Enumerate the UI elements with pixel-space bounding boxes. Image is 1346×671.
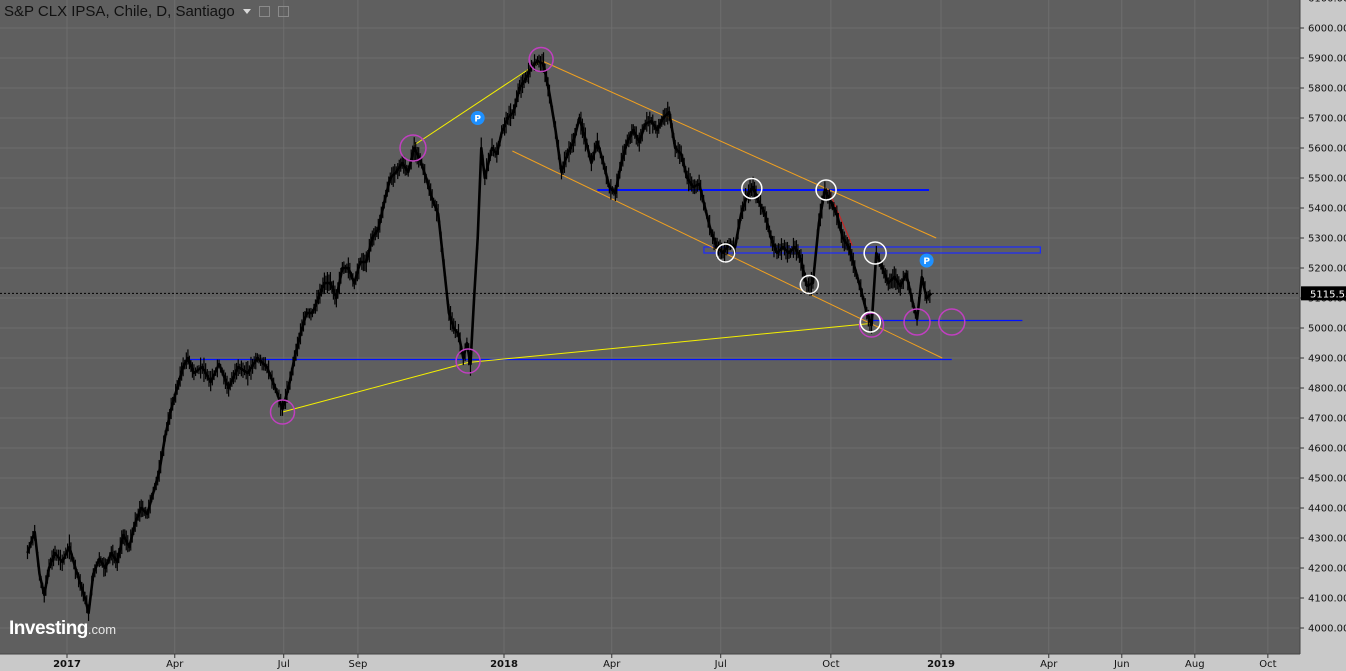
swing-circle <box>815 179 837 201</box>
symbol-title[interactable]: S&P CLX IPSA, Chile, D, Santiago <box>4 3 235 20</box>
pivot-circle <box>399 134 427 162</box>
x-tick-label: Apr <box>1040 659 1058 670</box>
p-marker-icon-glyph: P <box>923 257 930 267</box>
close-square-icon[interactable] <box>277 6 289 17</box>
investing-logo: Investing.com <box>9 618 116 640</box>
y-tick-label: 5800.00 <box>1308 84 1346 95</box>
x-tick-label: 2018 <box>490 659 518 670</box>
y-axis-panel[interactable] <box>1300 0 1346 654</box>
p-marker-icon <box>919 253 934 268</box>
x-tick-label: Jul <box>277 659 290 670</box>
last-price-box <box>1301 286 1346 301</box>
y-tick-label: 5500.00 <box>1308 174 1346 185</box>
x-tick-label: Oct <box>1259 659 1276 670</box>
y-tick-label: 4400.00 <box>1308 504 1346 515</box>
swing-circle <box>859 311 882 333</box>
chevron-down-icon[interactable] <box>242 9 251 14</box>
swing-circle <box>715 243 736 263</box>
drawings-overlay: PP <box>269 46 966 425</box>
channel-upper-line <box>542 60 937 239</box>
p-marker-icon <box>470 111 485 125</box>
p-marker-icon-glyph: P <box>474 115 481 125</box>
pivot-circle <box>938 308 966 336</box>
price-series <box>26 52 933 622</box>
y-tick-label: 4800.00 <box>1308 384 1346 395</box>
x-tick-label: Jun <box>1113 659 1130 670</box>
y-tick-label: 5700.00 <box>1308 114 1346 125</box>
y-axis-ticks: 4000.00 4100.00 4200.00 4300.00 4400.00 4500.… <box>1300 0 1346 635</box>
trend-line-high <box>413 60 542 146</box>
y-tick-label: 6100.00 <box>1308 0 1346 5</box>
x-tick-label: 2019 <box>927 659 955 670</box>
x-tick-label: Oct <box>822 659 839 670</box>
y-tick-label: 5300.00 <box>1308 234 1346 245</box>
y-tick-label: 5000.00 <box>1308 324 1346 335</box>
swing-circle <box>863 241 887 265</box>
x-tick-label: Sep <box>349 659 368 670</box>
x-axis-panel[interactable] <box>0 654 1346 671</box>
y-tick-label: 5600.00 <box>1308 144 1346 155</box>
trend-line-low-1 <box>282 362 469 413</box>
logo-brand: Investing <box>9 618 88 639</box>
y-tick-label: 4700.00 <box>1308 414 1346 425</box>
y-tick-label: 4200.00 <box>1308 564 1346 575</box>
chart-title-bar[interactable]: S&P CLX IPSA, Chile, D, Santiago <box>4 3 289 20</box>
y-tick-label: 4100.00 <box>1308 594 1346 605</box>
last-price-tag: 5115.53 <box>1301 286 1346 301</box>
drawings <box>0 60 1300 413</box>
pivot-circle <box>903 308 931 336</box>
logo-suffix: .com <box>87 622 117 637</box>
x-axis-ticks: 2017 Apr Jul Sep 2018 Apr Jul Oct 2019 Apr Jun Aug O… <box>53 654 1277 670</box>
swing-circle <box>741 177 763 200</box>
y-tick-label: 5900.00 <box>1308 54 1346 65</box>
pivot-circle <box>858 312 885 338</box>
y-tick-label: 4900.00 <box>1308 354 1346 365</box>
pivot-circle <box>269 399 296 425</box>
x-tick-label: Apr <box>166 659 184 670</box>
x-tick-label: Apr <box>603 659 621 670</box>
resistance-zone-5260 <box>703 246 1041 254</box>
swing-circle <box>799 274 820 295</box>
y-tick-label: 5200.00 <box>1308 264 1346 275</box>
y-tick-label: 4600.00 <box>1308 444 1346 455</box>
x-tick-label: 2017 <box>53 659 81 670</box>
y-tick-label: 4500.00 <box>1308 474 1346 485</box>
y-tick-label: 6000.00 <box>1308 24 1346 35</box>
red-trend-line <box>827 189 853 246</box>
x-tick-label: Aug <box>1185 659 1205 670</box>
y-tick-label: 4000.00 <box>1308 624 1346 635</box>
y-tick-label: 4300.00 <box>1308 534 1346 545</box>
x-tick-label: Jul <box>714 659 727 670</box>
pivot-circle <box>455 348 481 374</box>
y-tick-label: 5400.00 <box>1308 204 1346 215</box>
last-price-label: 5115.53 <box>1310 289 1346 300</box>
trend-line-low-2 <box>468 323 871 363</box>
settings-square-icon[interactable] <box>258 6 270 17</box>
pivot-circle <box>528 46 554 73</box>
